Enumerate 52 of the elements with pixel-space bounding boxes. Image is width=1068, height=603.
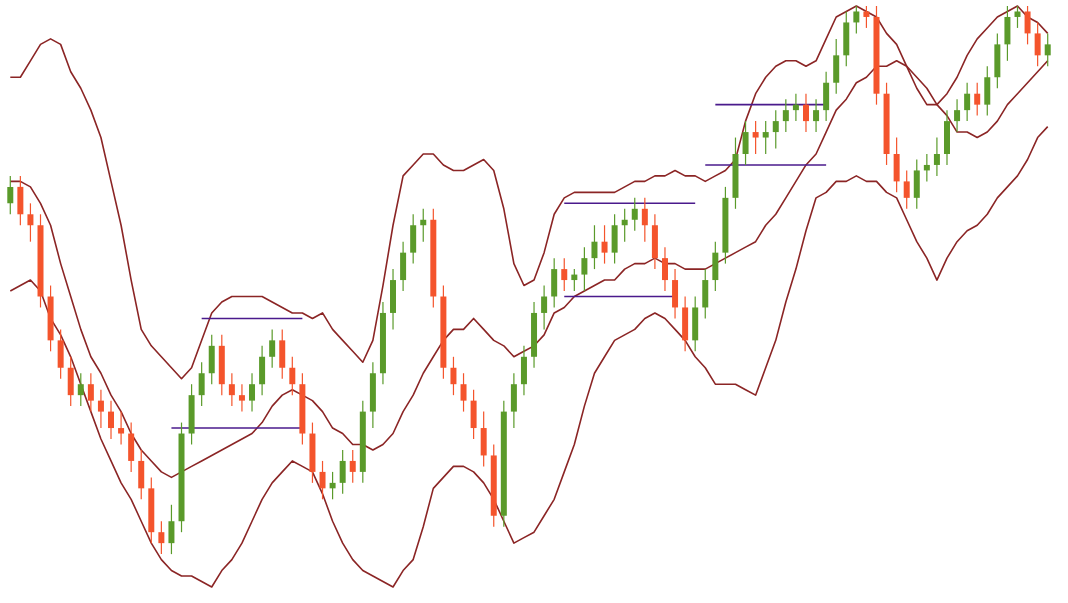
candlestick: [641, 197, 648, 243]
candlestick: [158, 520, 165, 555]
candlestick: [792, 93, 799, 122]
candlestick: [923, 153, 930, 182]
candlestick: [269, 328, 276, 369]
candlestick: [813, 98, 820, 133]
candlestick: [108, 400, 115, 440]
candlestick: [903, 169, 910, 210]
candlestick: [339, 449, 346, 495]
candlestick: [420, 208, 427, 243]
candlestick: [1014, 5, 1021, 29]
candlestick: [87, 372, 94, 413]
candlestick: [289, 356, 296, 396]
candlestick: [238, 383, 245, 413]
candlestick: [97, 389, 104, 429]
candlestick: [762, 120, 769, 155]
candlestick: [198, 361, 205, 407]
candlestick: [742, 120, 749, 166]
candlestick: [661, 246, 668, 292]
candlestick: [7, 175, 14, 215]
candlestick: [228, 372, 235, 407]
candlestick: [77, 372, 84, 407]
candlestick: [571, 268, 578, 292]
candlestick: [853, 5, 860, 35]
candlestick: [561, 257, 568, 292]
candlestick: [319, 460, 326, 500]
candlestick: [541, 284, 548, 330]
candlestick: [1024, 5, 1031, 45]
candlestick: [802, 93, 809, 133]
candlestick: [782, 98, 789, 133]
candlestick: [752, 120, 759, 155]
candlestick: [631, 197, 638, 232]
candlestick: [591, 224, 598, 270]
candlestick: [581, 246, 588, 292]
candlestick: [601, 224, 608, 265]
candlestick: [863, 5, 870, 29]
candlestick: [249, 372, 256, 413]
candlestick: [460, 372, 467, 413]
candlestick: [954, 98, 961, 133]
candlestick: [964, 82, 971, 122]
candlestick: [974, 82, 981, 117]
candlestick: [1034, 21, 1041, 67]
candlestick: [118, 411, 125, 446]
candlestick: [450, 356, 457, 396]
candlestick: [349, 449, 356, 484]
candlestick: [329, 471, 336, 500]
candlestick: [621, 208, 628, 243]
candlestick: [772, 109, 779, 150]
candlestick: [168, 504, 175, 555]
candlestick: [1044, 32, 1051, 67]
candlestick: [27, 202, 34, 243]
candlestick: [933, 136, 940, 177]
